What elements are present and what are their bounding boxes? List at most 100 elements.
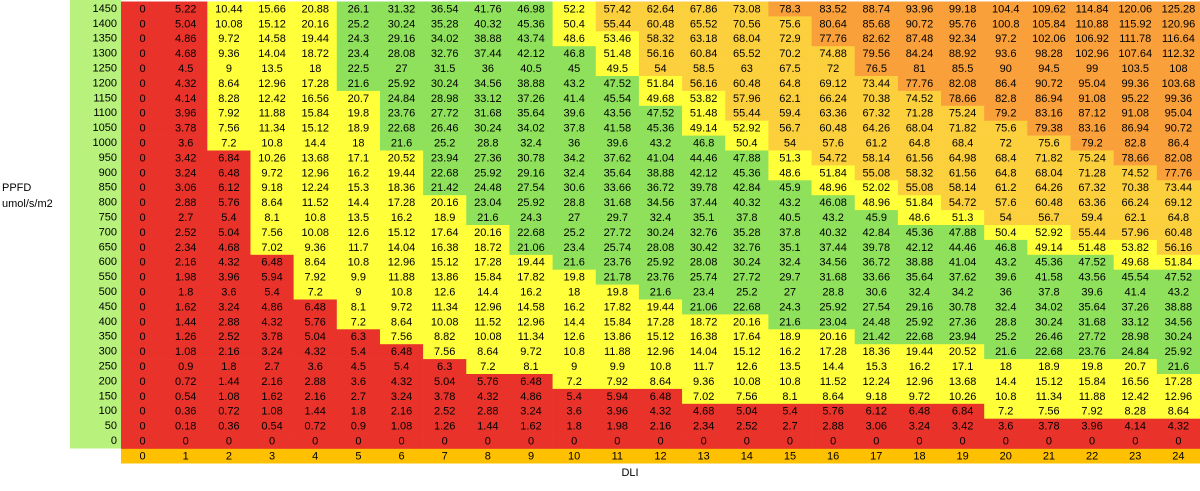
cell <box>941 359 985 375</box>
cell <box>682 135 726 151</box>
cell <box>897 135 942 151</box>
cell <box>293 374 338 390</box>
cell-label: 65.52 <box>690 18 718 30</box>
cell <box>1070 225 1114 241</box>
cell <box>725 46 769 62</box>
cell <box>207 120 251 136</box>
cell-label: 3.96 <box>175 108 196 120</box>
cell-label: 9 <box>226 63 232 75</box>
cell <box>1156 120 1200 136</box>
row-label: 1050 <box>93 122 117 134</box>
cell <box>336 314 381 330</box>
cell-label: 0 <box>355 435 361 447</box>
cell <box>293 76 338 92</box>
cell-label: 99.36 <box>1165 93 1193 105</box>
cell-label: 2.16 <box>261 376 282 388</box>
cell <box>509 150 553 166</box>
cell-label: 2.7 <box>782 421 797 433</box>
cell <box>638 210 683 226</box>
cell <box>854 284 899 300</box>
cell <box>854 195 899 211</box>
cell-label: 3.6 <box>178 137 193 149</box>
cell-label: 14.58 <box>517 301 545 313</box>
cell-label: 40.5 <box>520 63 541 75</box>
cell-label: 6.48 <box>218 167 239 179</box>
cell <box>552 433 597 449</box>
cell-label: 22.68 <box>733 301 761 313</box>
cell-label: 29.16 <box>906 301 934 313</box>
cell-label: 1.26 <box>434 421 455 433</box>
cell <box>682 269 726 285</box>
cell <box>466 195 510 211</box>
cell <box>207 329 251 345</box>
cell <box>164 180 208 196</box>
cell-label: 4.32 <box>305 346 326 358</box>
cell-label: 37.8 <box>1038 286 1059 298</box>
cell-label: 31.5 <box>434 63 455 75</box>
cell-label: 50.4 <box>995 227 1016 239</box>
cell <box>984 135 1028 151</box>
cell <box>1156 165 1200 181</box>
cell <box>638 374 683 390</box>
cell <box>984 344 1028 360</box>
cell-label: 46.8 <box>995 242 1016 254</box>
cell-label: 51.84 <box>647 78 675 90</box>
cell-label: 57.6 <box>822 137 843 149</box>
cell-label: 99.18 <box>949 3 977 15</box>
cell <box>164 165 208 181</box>
cell <box>336 433 381 449</box>
cell <box>897 46 942 62</box>
cell-label: 6.48 <box>305 301 326 313</box>
row-label: 100 <box>99 405 117 417</box>
cell-label: 3.6 <box>221 286 236 298</box>
cell-label: 55.44 <box>604 18 632 30</box>
cell-label: 69.12 <box>1165 197 1193 209</box>
cell <box>682 180 726 196</box>
cell-label: 70.2 <box>779 48 800 60</box>
cell-label: 20.16 <box>474 227 502 239</box>
cell <box>941 344 985 360</box>
cell <box>164 1 208 17</box>
cell <box>207 433 251 449</box>
cell <box>682 61 726 77</box>
cell <box>638 16 683 32</box>
cell-label: 10.8 <box>348 257 369 269</box>
cell-label: 37.26 <box>517 93 545 105</box>
cell <box>595 239 640 256</box>
cell-label: 20.16 <box>819 331 847 343</box>
cell-label: 47.88 <box>949 227 977 239</box>
cell-label: 0 <box>140 331 146 343</box>
cell <box>811 269 856 285</box>
cell-label: 0 <box>140 316 146 328</box>
cell-label: 86.94 <box>1035 93 1063 105</box>
cell-label: 74.52 <box>906 93 934 105</box>
cell <box>595 46 640 62</box>
cell <box>207 225 251 241</box>
cell-label: 0 <box>140 361 146 373</box>
cell <box>1113 1 1158 17</box>
cell-label: 95.04 <box>1165 108 1193 120</box>
cell <box>336 1 381 17</box>
cell <box>1113 403 1158 419</box>
cell <box>1156 239 1200 256</box>
cell <box>768 388 812 405</box>
cell-label: 15.3 <box>866 361 887 373</box>
cell-label: 48.96 <box>863 197 891 209</box>
cell-label: 18.9 <box>434 212 455 224</box>
cell <box>1070 418 1114 434</box>
cell <box>768 269 812 285</box>
cell-label: 39.6 <box>607 137 628 149</box>
cell <box>336 239 381 256</box>
cell <box>725 135 769 151</box>
row-label: 800 <box>99 197 117 209</box>
cell-label: 28.8 <box>995 316 1016 328</box>
cell-label: 4.32 <box>218 257 239 269</box>
cell-label: 0 <box>442 435 448 447</box>
cell-label: 28.8 <box>477 137 498 149</box>
cell-label: 104.4 <box>992 3 1020 15</box>
cell-label: 2.7 <box>264 361 279 373</box>
cell <box>897 299 942 315</box>
cell-label: 33.66 <box>604 182 632 194</box>
row-label: 1300 <box>93 48 117 60</box>
cell <box>423 210 467 226</box>
